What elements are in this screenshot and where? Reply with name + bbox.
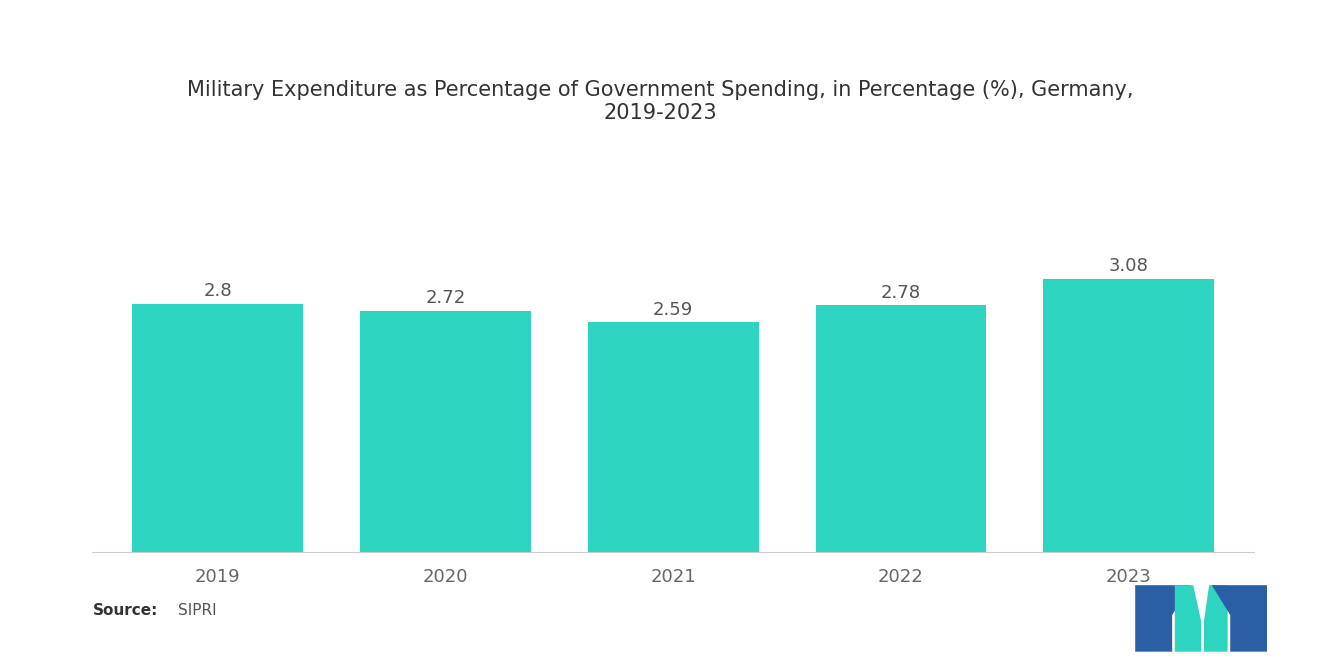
Bar: [360, 311, 531, 552]
Polygon shape: [1204, 585, 1228, 652]
Text: Source:: Source:: [92, 603, 158, 618]
Bar: [132, 304, 304, 552]
Text: 2.72: 2.72: [425, 289, 466, 307]
Polygon shape: [1135, 585, 1191, 652]
Text: 3.08: 3.08: [1109, 257, 1148, 275]
Polygon shape: [1175, 585, 1201, 652]
Text: Military Expenditure as Percentage of Government Spending, in Percentage (%), Ge: Military Expenditure as Percentage of Go…: [186, 80, 1134, 123]
Bar: [1043, 279, 1214, 552]
Text: 2.78: 2.78: [880, 284, 921, 302]
Text: 2.59: 2.59: [653, 301, 693, 319]
Bar: [816, 305, 986, 552]
Text: SIPRI: SIPRI: [178, 603, 216, 618]
Text: 2.8: 2.8: [203, 282, 232, 300]
Polygon shape: [1212, 585, 1267, 652]
Bar: [587, 323, 759, 552]
